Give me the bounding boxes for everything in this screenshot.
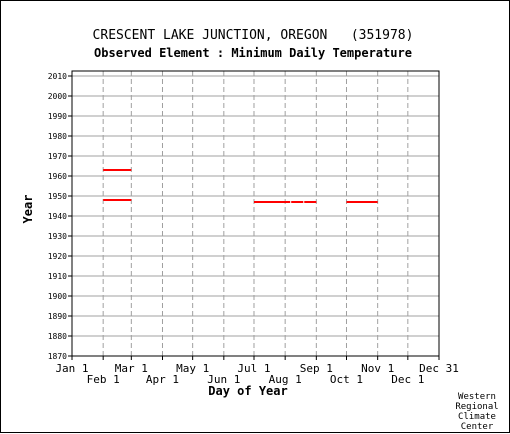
y-tick-label: 1900 bbox=[48, 292, 67, 301]
y-tick-label: 1880 bbox=[48, 332, 67, 341]
x-tick-label-upper: Jul 1 bbox=[237, 362, 270, 375]
x-axis-ticks: Jan 1 Mar 1 May 1 Jul 1 Sep 1 Nov 1 Dec 31 Feb … bbox=[55, 356, 459, 386]
x-tick-label-upper: Mar 1 bbox=[115, 362, 148, 375]
x-tick-label-lower: Aug 1 bbox=[269, 373, 302, 386]
y-tick-label: 1930 bbox=[48, 232, 67, 241]
y-tick-label: 1870 bbox=[48, 352, 67, 361]
y-tick-label: 1910 bbox=[48, 272, 67, 281]
x-axis-label: Day of Year bbox=[208, 384, 287, 398]
x-tick-label-lower: Jun 1 bbox=[207, 373, 240, 386]
x-tick-label-lower: Apr 1 bbox=[146, 373, 179, 386]
x-tick-label-upper: Jan 1 bbox=[55, 362, 88, 375]
credit-line-4: Center bbox=[461, 422, 494, 432]
y-tick-label: 1890 bbox=[48, 312, 67, 321]
grid-lines bbox=[72, 71, 439, 357]
x-tick-label-upper: Sep 1 bbox=[300, 362, 333, 375]
y-tick-label: 1960 bbox=[48, 172, 67, 181]
x-tick-label-upper: Dec 31 bbox=[419, 362, 459, 375]
y-tick-label: 1990 bbox=[48, 112, 67, 121]
y-axis-label: Year bbox=[21, 195, 35, 224]
data-segments bbox=[103, 169, 378, 203]
x-tick-label-lower: Dec 1 bbox=[391, 373, 424, 386]
credit-line-1: Western bbox=[458, 392, 496, 402]
y-tick-label: 2010 bbox=[48, 72, 67, 81]
x-tick-label-lower: Feb 1 bbox=[87, 373, 120, 386]
y-tick-label: 1950 bbox=[48, 192, 67, 201]
x-tick-label-lower: Oct 1 bbox=[330, 373, 363, 386]
y-tick-label: 2000 bbox=[48, 92, 67, 101]
credit-line-2: Regional bbox=[455, 402, 498, 412]
x-tick-label-upper: Nov 1 bbox=[361, 362, 394, 375]
y-axis-ticks: 1870 1880 1890 1900 1910 1920 1930 1940 1950 1960… bbox=[48, 72, 72, 361]
credit-text: Western Regional Climate Center bbox=[455, 392, 498, 432]
chart-subtitle: Observed Element : Minimum Daily Tempera… bbox=[94, 46, 412, 60]
credit-line-3: Climate bbox=[458, 412, 496, 422]
y-tick-label: 1970 bbox=[48, 152, 67, 161]
y-tick-label: 1980 bbox=[48, 132, 67, 141]
chart-title: CRESCENT LAKE JUNCTION, OREGON (351978) bbox=[93, 28, 414, 43]
x-tick-label-upper: May 1 bbox=[176, 362, 209, 375]
plot-area-border bbox=[71, 70, 440, 357]
y-tick-label: 1920 bbox=[48, 252, 67, 261]
y-tick-label: 1940 bbox=[48, 212, 67, 221]
